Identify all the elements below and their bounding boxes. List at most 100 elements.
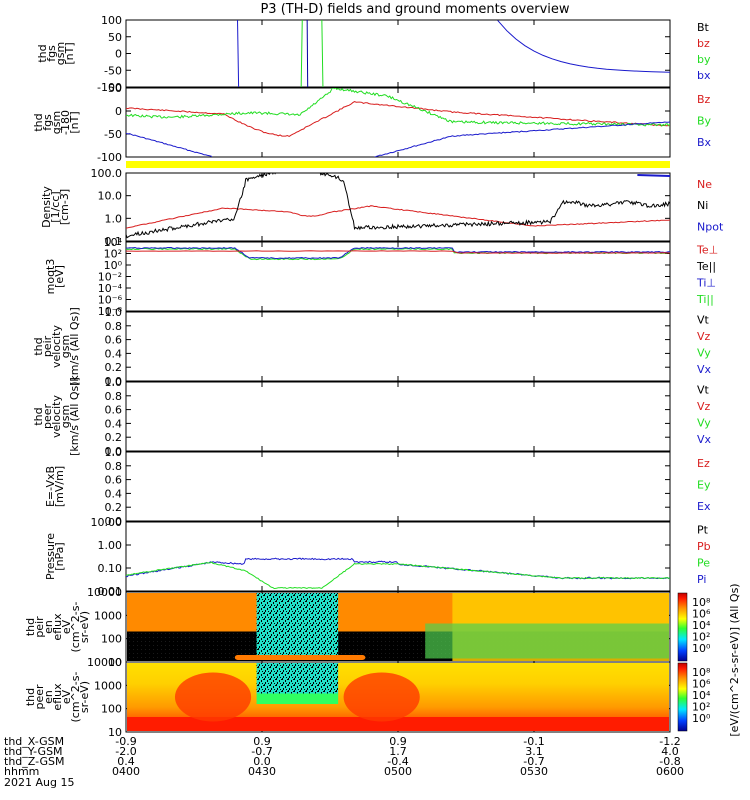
y-tick-label: 0.6 [105,474,123,487]
y-axis-label: gsm [50,111,63,134]
colorbar-tick: 10⁰ [692,712,711,725]
legend-Bt: Bt [697,21,710,34]
y-tick-label: 0.8 [105,390,123,403]
ephemeris-value-x: 0.9 [389,735,407,748]
pi-trace [126,557,670,580]
panel-frame [125,311,671,382]
y-tick-label: 1.00 [98,539,123,552]
y-axis-label: thd [36,44,49,62]
panel-frame [125,19,671,88]
colorbar-tick: 10⁶ [692,678,711,691]
y-tick-label: 10⁻⁴ [98,282,123,295]
y-tick-label: 0.0 [105,515,123,528]
legend-Pt: Pt [697,524,709,537]
y-tick-label: 0.8 [105,320,123,333]
legend-bx: bx [697,69,711,82]
y-axis-label: eV [60,619,73,634]
y-axis-label: E=-VxB [44,466,57,507]
panel-electron-velocity: 1.00.80.60.40.20.0thdpeervelocitygsm[km/… [32,376,712,458]
by-trace [321,20,324,87]
y-tick-label: 100 [101,703,122,716]
y-tick-label: 0.8 [105,460,123,473]
y-tick-label: 50 [108,82,122,95]
y-axis-label: gsm [59,405,72,428]
ni-trace [126,173,670,239]
y-axis-label: peer [41,404,54,430]
panel-density: 100.0 10.0 1.0 0.1 Density[1/cc][cm-3] Ne Ni Np… [40,167,724,248]
y-axis-label: eflux [51,683,64,711]
legend-Vz: Vz [697,400,711,413]
bt-trace [306,20,309,87]
colorbar-tick: 10⁰ [692,642,711,655]
y-tick-label: 1000 [94,609,122,622]
colorbar-scale [677,662,688,732]
colorbar-tick: 10⁸ [692,666,711,679]
ephemeris-value-time: 0600 [656,765,684,778]
density-traces [126,173,670,239]
colorbar-tick: 10² [692,701,710,714]
y-tick-label: 50 [108,31,122,44]
legend-by: by [697,53,711,66]
y-tick-label: 10000 [87,586,122,599]
y-axis-label: [nT] [63,42,76,64]
ephemeris-value-y: 3.1 [525,745,543,758]
ephemeris-value-x: -1.2 [659,735,680,748]
ti-perp-trace [126,246,670,260]
y-tick-label: 10⁻⁶ [98,294,123,307]
y-axis-label: sr-eV) [78,611,91,643]
ephemeris-row-label: 2021 Aug 15 [4,776,74,789]
y-tick-label: 1.0 [105,212,123,225]
by-trace [126,88,670,127]
y-axis-label: moqt3 [44,259,57,295]
bz-trace [126,101,670,137]
y-tick-label: 0.6 [105,404,123,417]
ion-spectrogram-image [125,591,671,663]
legend-Ti⊥: Ti⊥ [696,276,716,289]
ephemeris-row-label: thd_Y-GSM [4,745,63,758]
legend-Ni: Ni [697,199,708,212]
fgs-traces [126,88,670,157]
y-axis-label: thd [32,337,45,355]
y-tick-label: 0.0 [105,375,123,388]
y-tick-label: -50 [104,64,122,77]
panel-frame [125,521,671,592]
ion-lobe-gap [256,593,339,656]
colorbar-label: [eV/(cm^2-s-sr-eV)] (All Qs) [728,583,741,736]
legend-Bx: Bx [697,136,712,149]
ion-late-green [425,623,669,659]
pressure-traces [126,557,670,590]
y-tick-label: -50 [104,128,122,141]
mode-bar [126,161,670,168]
ti-par-trace [126,247,670,261]
y-tick-label: 0.2 [105,431,123,444]
electron-spectrogram-image [125,661,671,733]
y-tick-label: 10⁰ [104,259,123,272]
ephemeris-value-y: 4.0 [661,745,679,758]
y-axis-label: fgs [45,45,58,62]
temperature-traces [126,246,670,261]
y-axis-label: en [42,690,55,704]
y-tick-label: 10 [108,726,122,739]
colorbar-tick: 10⁴ [692,619,711,632]
y-tick-label: 0.2 [105,501,123,514]
y-tick-label: 100 [101,14,122,27]
y-tick-label: 0 [115,105,122,118]
y-axis-label: [nT] [68,111,81,133]
legend-Vz: Vz [697,330,711,343]
y-tick-label: 1.0 [105,376,123,389]
y-axis-label: peer [33,684,46,710]
y-axis-label: thd [24,688,37,706]
y-tick-label: 0.1 [105,235,123,248]
legend-Vt: Vt [697,314,710,327]
y-axis-label: peir [33,616,46,638]
y-axis-label: (cm^2-s- [69,602,82,653]
y-axis-label: [km/s (All Qs)] [68,307,81,386]
legend-Bz: Bz [697,93,711,106]
ephemeris-value-time: 0530 [520,765,548,778]
bx-trace [497,20,670,73]
y-axis-label: thd [24,618,37,636]
y-tick-label: -100 [97,81,122,94]
